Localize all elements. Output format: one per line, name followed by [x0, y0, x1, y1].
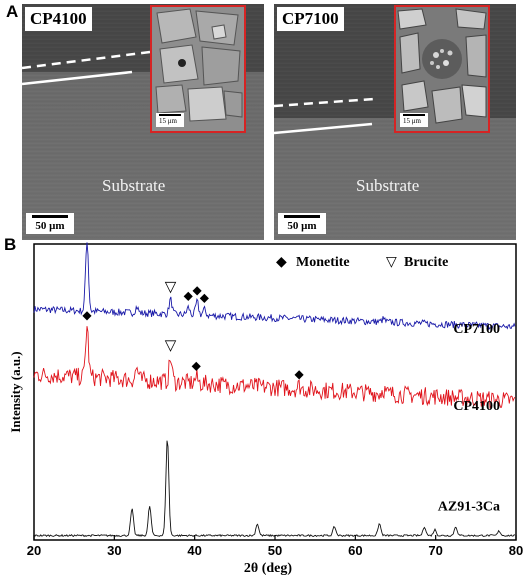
peak-marker: ◆ — [200, 290, 210, 304]
layer-boundary-lines — [22, 50, 151, 86]
sem-image-cp4100: CP4100 15 μm Substrate 50 μm — [22, 4, 264, 240]
crystal-micrograph — [152, 7, 244, 131]
x-tick-label: 60 — [348, 543, 362, 558]
scale-bar-label: 50 μm — [35, 220, 65, 232]
inset-scale-label: 15 μm — [159, 117, 177, 125]
legend-monetite-symbol: ◆ — [276, 255, 287, 270]
series-layer — [33, 242, 516, 538]
scale-bar: 50 μm — [278, 213, 326, 234]
panel-b-label: B — [4, 236, 16, 254]
sample-label: CP7100 — [277, 7, 344, 31]
panel-a-label: A — [6, 2, 19, 21]
layer-boundary-lines — [274, 97, 375, 135]
series-line-az91-3ca — [33, 440, 516, 538]
peak-marker: ◆ — [294, 367, 304, 381]
x-axis-label: 2θ (deg) — [244, 561, 292, 576]
inset-scale-bar: 15 μm — [156, 113, 184, 127]
series-line-cp7100 — [33, 242, 516, 331]
substrate-label: Substrate — [102, 176, 166, 195]
series-label: CP4100 — [453, 399, 500, 414]
x-tick-label: 20 — [27, 543, 41, 558]
peak-marker: ◆ — [82, 308, 92, 322]
inset-scale-bar: 15 μm — [400, 113, 428, 127]
inset-micrograph: 15 μm — [150, 5, 246, 133]
scale-bar-line — [284, 215, 320, 218]
scale-bar: 50 μm — [26, 213, 74, 234]
legend: ◆ Monetite ▽ Brucite — [276, 255, 448, 270]
sample-label: CP4100 — [25, 7, 92, 31]
x-tick-label: 80 — [509, 543, 523, 558]
series-label-layer: CP7100 CP4100 AZ91-3Ca — [438, 322, 500, 515]
peak-marker: ◆ — [184, 288, 194, 302]
x-tick-label: 50 — [268, 543, 282, 558]
peak-marker: ◆ — [192, 283, 202, 297]
crystal-micrograph — [396, 7, 488, 131]
y-axis-label: Intensity (a.u.) — [8, 351, 23, 432]
series-line-cp4100 — [33, 326, 516, 410]
peak-marker: ▽ — [165, 279, 177, 295]
x-tick-label: 70 — [428, 543, 442, 558]
series-label: AZ91-3Ca — [438, 499, 500, 514]
series-label: CP7100 — [453, 322, 500, 337]
peak-marker: ▽ — [165, 338, 177, 354]
sem-image-cp7100: CP7100 15 μm Substrate 50 μm — [274, 4, 516, 240]
scale-bar-line — [32, 215, 68, 218]
scale-bar-label: 50 μm — [287, 220, 317, 232]
marker-layer: ◆▽◆◆◆◆▽◆◆ — [82, 279, 304, 381]
legend-brucite-label: Brucite — [404, 255, 448, 270]
inset-scale-line — [403, 114, 425, 116]
inset-scale-label: 15 μm — [403, 117, 421, 125]
inset-scale-line — [159, 114, 181, 116]
inset-micrograph: 15 μm — [394, 5, 490, 133]
x-tick-label: 30 — [107, 543, 121, 558]
legend-brucite-symbol: ▽ — [386, 255, 397, 270]
peak-marker: ◆ — [192, 358, 202, 372]
substrate-label: Substrate — [356, 176, 420, 195]
x-tick-label: 40 — [187, 543, 201, 558]
legend-monetite-label: Monetite — [296, 255, 350, 270]
x-axis-ticks: 20 30 40 50 60 70 80 — [27, 535, 523, 558]
